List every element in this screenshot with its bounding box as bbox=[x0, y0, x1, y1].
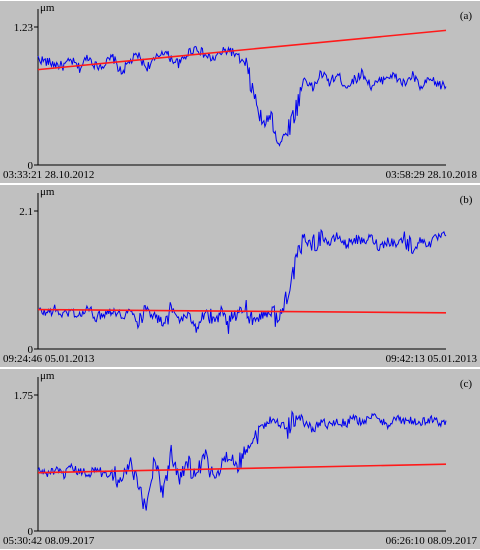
panel-label: (a) bbox=[460, 10, 473, 22]
y-tick-label-min: 0 bbox=[28, 344, 34, 356]
x-end-label: 03:58:29 28.10.2018 bbox=[386, 169, 478, 181]
y-tick-label-min: 0 bbox=[28, 526, 34, 538]
y-unit-label: μm bbox=[40, 370, 55, 382]
x-start-label: 03:33:21 28.10.2012 bbox=[3, 169, 94, 181]
x-end-label: 06:26:10 08.09.2017 bbox=[386, 535, 478, 547]
panel-3: μm 1.75 0 (c) 05:30:42 08.09.2017 06:26:10 08… bbox=[0, 369, 480, 549]
panel-label: (c) bbox=[460, 378, 473, 390]
x-start-label: 05:30:42 08.09.2017 bbox=[3, 535, 95, 547]
panel-2: μm 2.1 0 (b) 09:24:46 05.01.2013 09:42:13 05.… bbox=[0, 185, 480, 367]
y-unit-label: μm bbox=[40, 2, 55, 14]
panel-background bbox=[0, 1, 480, 183]
x-end-label: 09:42:13 05.01.2013 bbox=[386, 353, 478, 365]
y-tick-label-max: 1.23 bbox=[14, 22, 34, 34]
y-tick-label-max: 2.1 bbox=[19, 206, 33, 218]
trend-line bbox=[37, 308, 447, 314]
y-tick-label-min: 0 bbox=[28, 160, 34, 172]
signal-line bbox=[37, 228, 447, 334]
signal-line bbox=[37, 410, 447, 511]
x-start-label: 09:24:46 05.01.2013 bbox=[3, 353, 95, 365]
y-unit-label: μm bbox=[40, 186, 55, 198]
panel-label: (b) bbox=[460, 194, 473, 206]
panel-1: μm 1.23 0 (a) 03:33:21 28.10.2012 03:58:29 28… bbox=[0, 1, 480, 183]
panel-background bbox=[0, 185, 480, 367]
trend-line bbox=[37, 29, 447, 71]
trend-line bbox=[37, 463, 447, 474]
y-tick-label-max: 1.75 bbox=[14, 390, 34, 402]
